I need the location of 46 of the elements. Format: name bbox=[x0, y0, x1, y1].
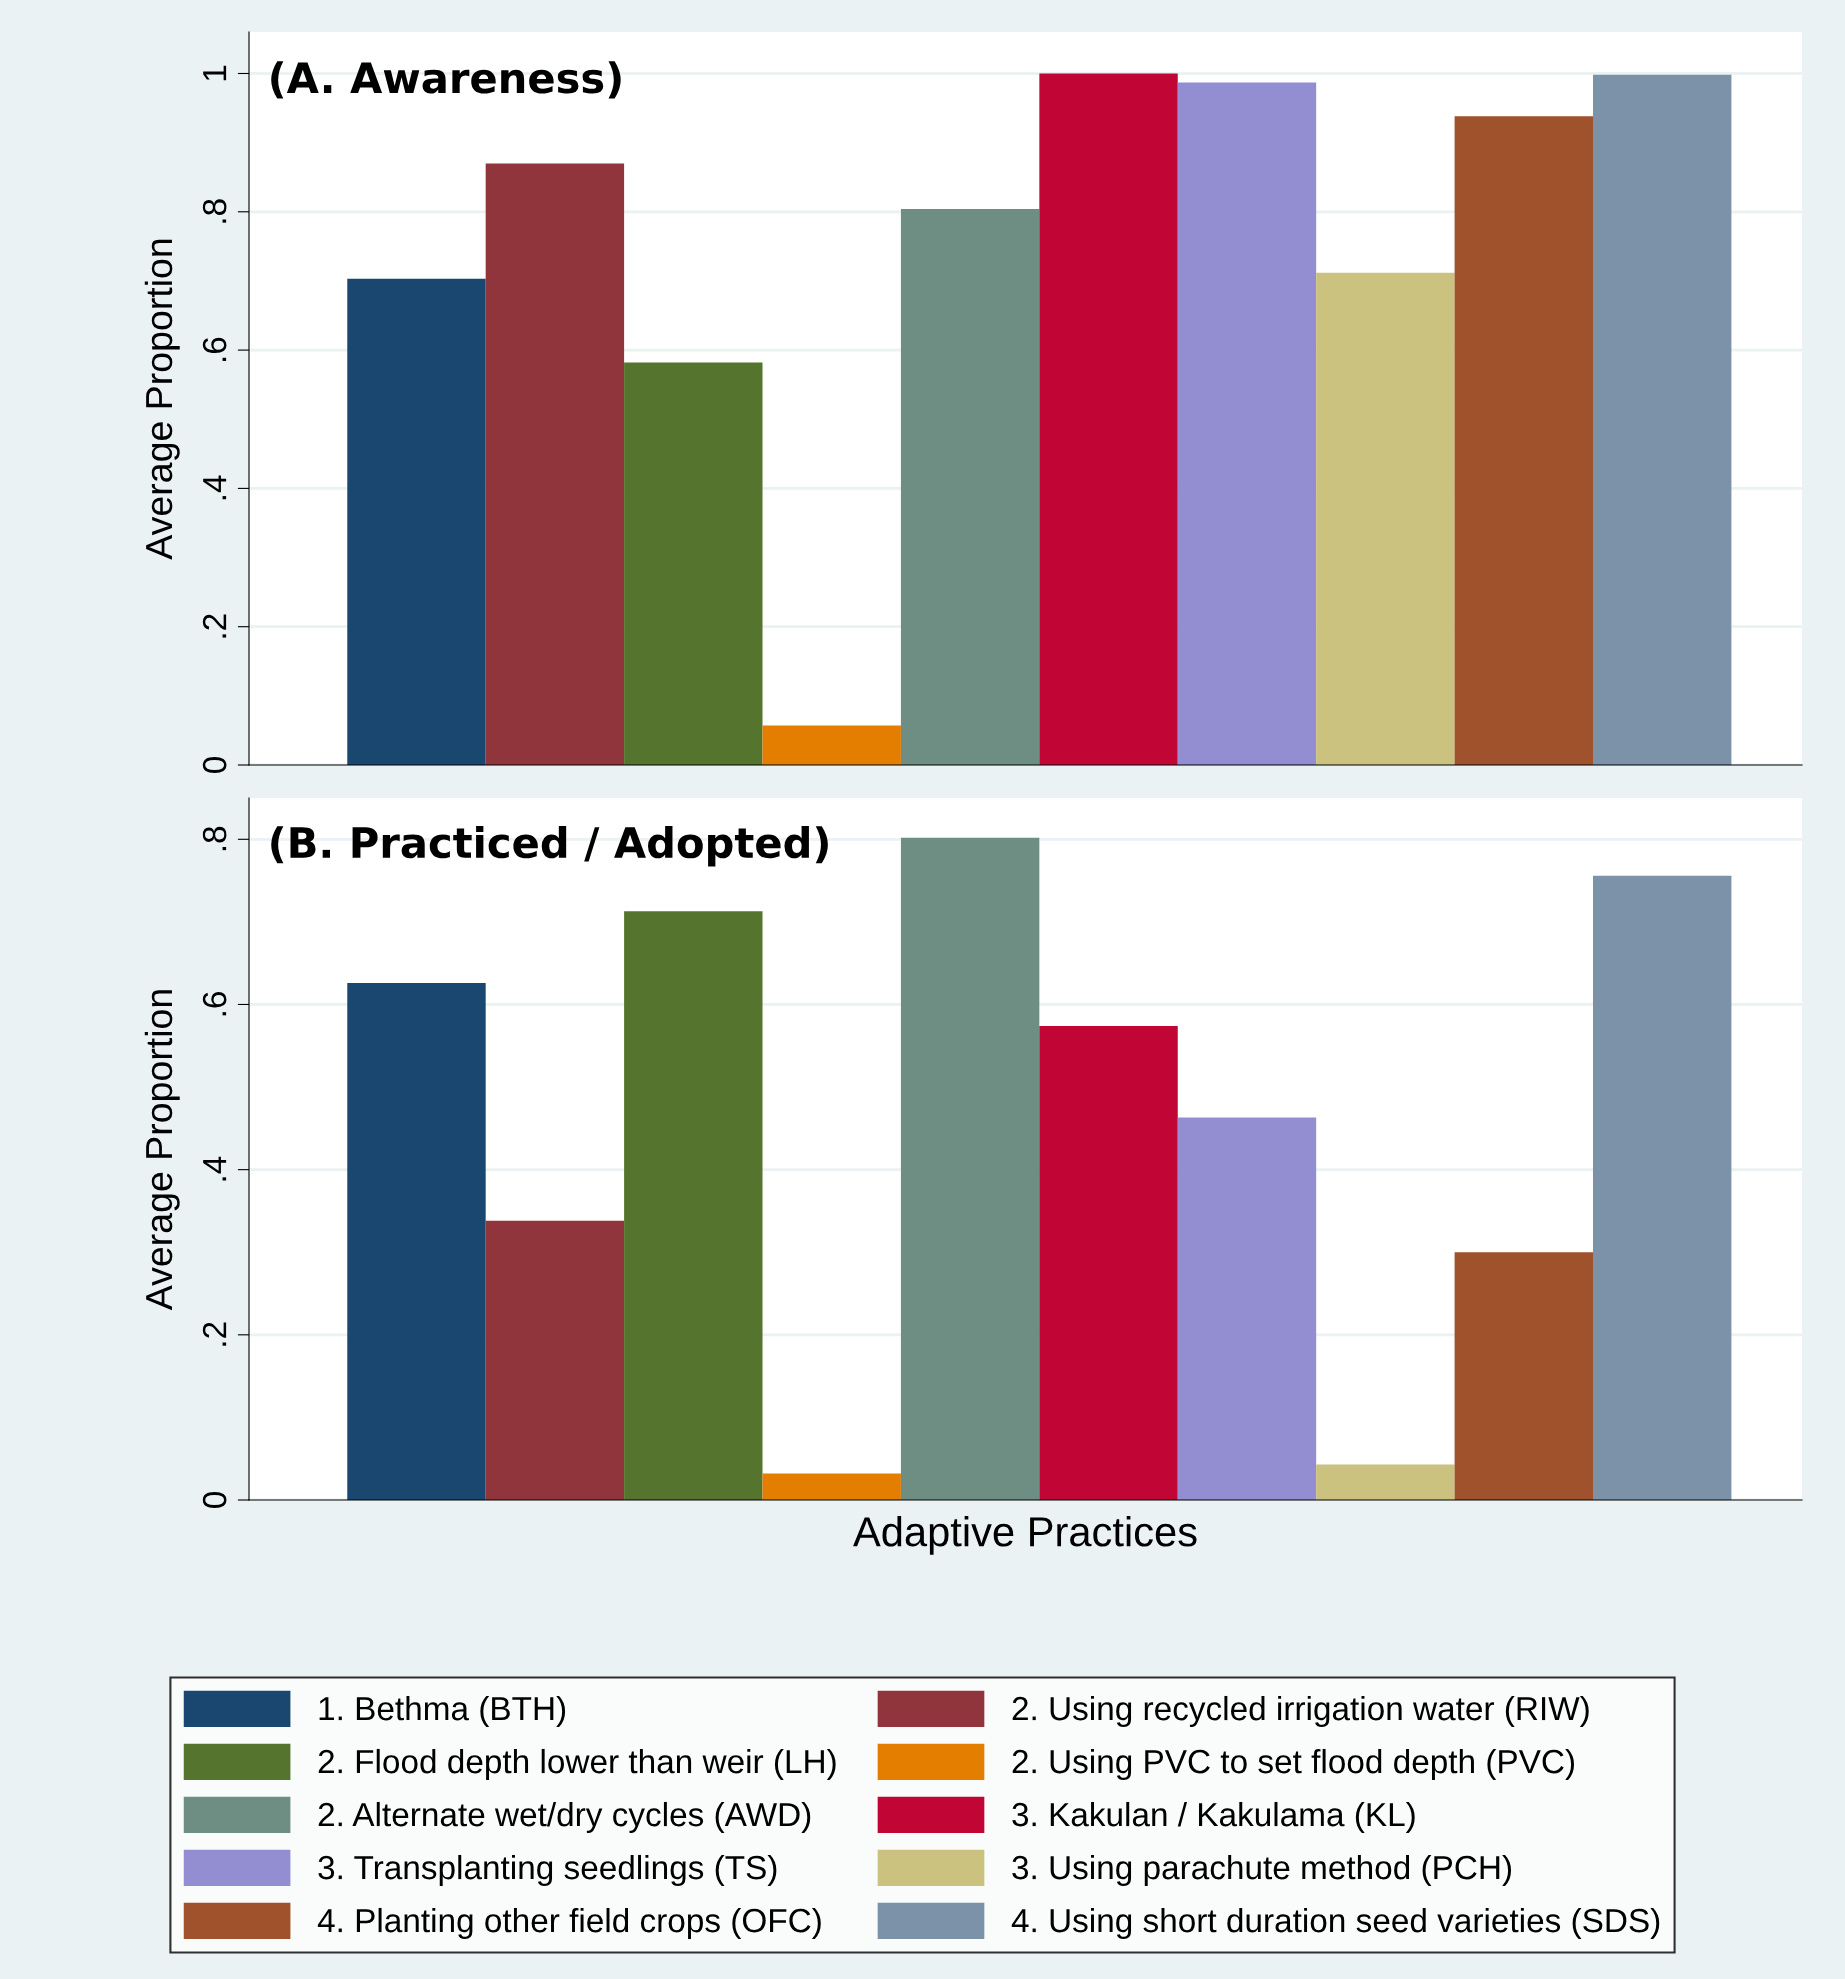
bar bbox=[347, 278, 486, 765]
y-tick-label: .6 bbox=[202, 337, 227, 361]
legend-label: 2. Flood depth lower than weir (LH) bbox=[318, 1748, 836, 1781]
bar bbox=[624, 362, 763, 765]
bar bbox=[1454, 1252, 1593, 1500]
legend-label: 4. Using short duration seed varieties (SDS) bbox=[1011, 1907, 1660, 1940]
bar bbox=[485, 163, 625, 765]
legend-label: 2. Using recycled irrigation water (RIW) bbox=[1012, 1695, 1589, 1728]
bar bbox=[1039, 73, 1178, 765]
y-tick-label: 0 bbox=[202, 757, 227, 773]
bar bbox=[900, 209, 1040, 765]
y-tick-label: .4 bbox=[203, 475, 227, 500]
y-axis-title: Average Proportion bbox=[144, 990, 180, 1311]
legend-label: 3. Using parachute method (PCH) bbox=[1012, 1854, 1512, 1887]
legend-label: 2. Alternate wet/dry cycles (AWD) bbox=[318, 1801, 811, 1834]
legend-label: 1. Bethma (BTH) bbox=[319, 1695, 566, 1728]
bar bbox=[900, 837, 1040, 1500]
bar bbox=[1039, 1025, 1178, 1500]
legend-label: 2. Using PVC to set flood depth (PVC) bbox=[1012, 1748, 1575, 1781]
bar bbox=[624, 911, 763, 1500]
y-tick-label: 0 bbox=[202, 1492, 227, 1508]
y-tick-label: .2 bbox=[202, 614, 227, 638]
bar bbox=[762, 1473, 901, 1500]
text: (B. Practiced / Adopted) bbox=[271, 826, 828, 867]
y-tick-label: .2 bbox=[202, 1322, 227, 1346]
legend-label: 3. Kakulan / Kakulama (KL) bbox=[1012, 1801, 1415, 1834]
x-axis-title: Adaptive Practices bbox=[853, 1515, 1197, 1555]
y-tick-label: .4 bbox=[203, 1156, 227, 1181]
legend-label: 4. Planting other field crops (OFC) bbox=[317, 1907, 821, 1940]
bar bbox=[762, 725, 901, 765]
bar bbox=[1177, 1117, 1317, 1500]
bar bbox=[1316, 272, 1455, 765]
y-axis-title: Average Proportion bbox=[144, 239, 180, 560]
y-tick-label: .8 bbox=[202, 199, 227, 223]
legend-label: 3. Transplanting seedlings (TS) bbox=[318, 1854, 777, 1887]
y-tick-label: .8 bbox=[202, 826, 227, 851]
y-tick-label: .6 bbox=[202, 992, 227, 1016]
text: (A. Awareness) bbox=[271, 61, 621, 99]
bar bbox=[1593, 875, 1732, 1500]
bar bbox=[1593, 74, 1732, 765]
bar bbox=[1316, 1464, 1455, 1500]
bar bbox=[1454, 116, 1593, 765]
y-tick-label: 1 bbox=[203, 65, 227, 81]
bar bbox=[347, 983, 486, 1500]
bar bbox=[485, 1220, 625, 1500]
bar bbox=[1177, 82, 1317, 765]
